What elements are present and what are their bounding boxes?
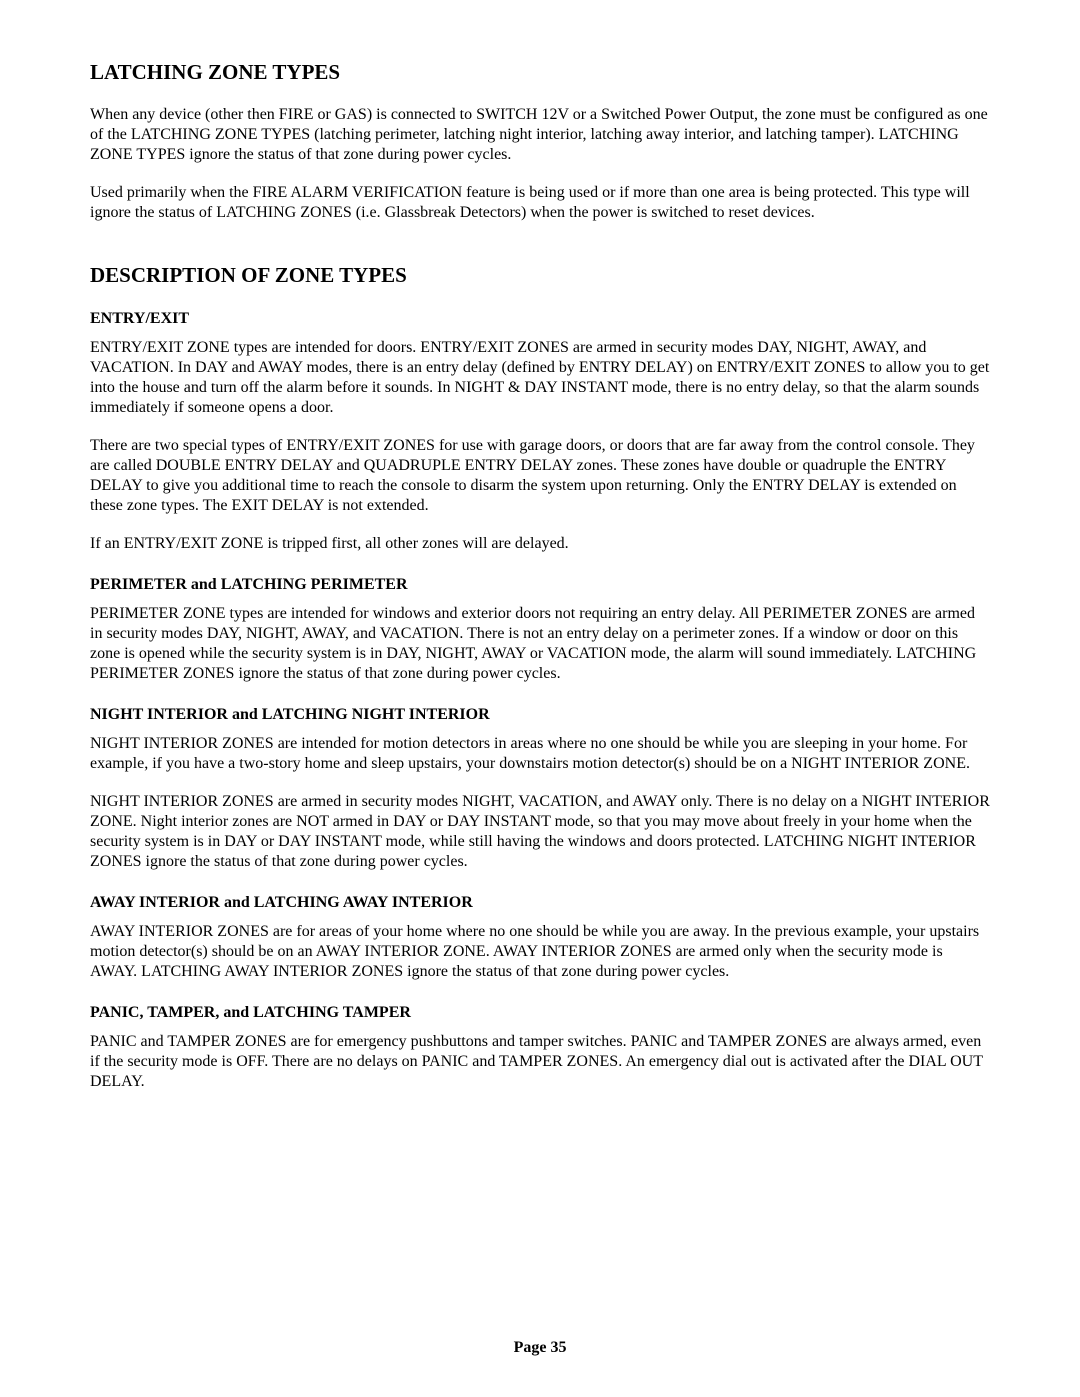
subheading-entry-exit: ENTRY/EXIT	[90, 310, 990, 328]
paragraph: There are two special types of ENTRY/EXI…	[90, 436, 990, 516]
paragraph: When any device (other then FIRE or GAS)…	[90, 105, 990, 165]
paragraph: NIGHT INTERIOR ZONES are armed in securi…	[90, 792, 990, 872]
paragraph: PANIC and TAMPER ZONES are for emergency…	[90, 1032, 990, 1092]
document-page: LATCHING ZONE TYPES When any device (oth…	[0, 0, 1080, 1397]
subheading-away-interior: AWAY INTERIOR and LATCHING AWAY INTERIOR	[90, 894, 990, 912]
page-footer: Page 35	[0, 1339, 1080, 1357]
paragraph: PERIMETER ZONE types are intended for wi…	[90, 604, 990, 684]
heading-description: DESCRIPTION OF ZONE TYPES	[90, 263, 990, 288]
paragraph: AWAY INTERIOR ZONES are for areas of you…	[90, 922, 990, 982]
subheading-panic-tamper: PANIC, TAMPER, and LATCHING TAMPER	[90, 1004, 990, 1022]
heading-latching: LATCHING ZONE TYPES	[90, 60, 990, 85]
page-number: Page 35	[514, 1339, 567, 1356]
paragraph: If an ENTRY/EXIT ZONE is tripped first, …	[90, 534, 990, 554]
paragraph: ENTRY/EXIT ZONE types are intended for d…	[90, 338, 990, 418]
paragraph: NIGHT INTERIOR ZONES are intended for mo…	[90, 734, 990, 774]
subheading-night-interior: NIGHT INTERIOR and LATCHING NIGHT INTERI…	[90, 706, 990, 724]
subheading-perimeter: PERIMETER and LATCHING PERIMETER	[90, 576, 990, 594]
paragraph: Used primarily when the FIRE ALARM VERIF…	[90, 183, 990, 223]
